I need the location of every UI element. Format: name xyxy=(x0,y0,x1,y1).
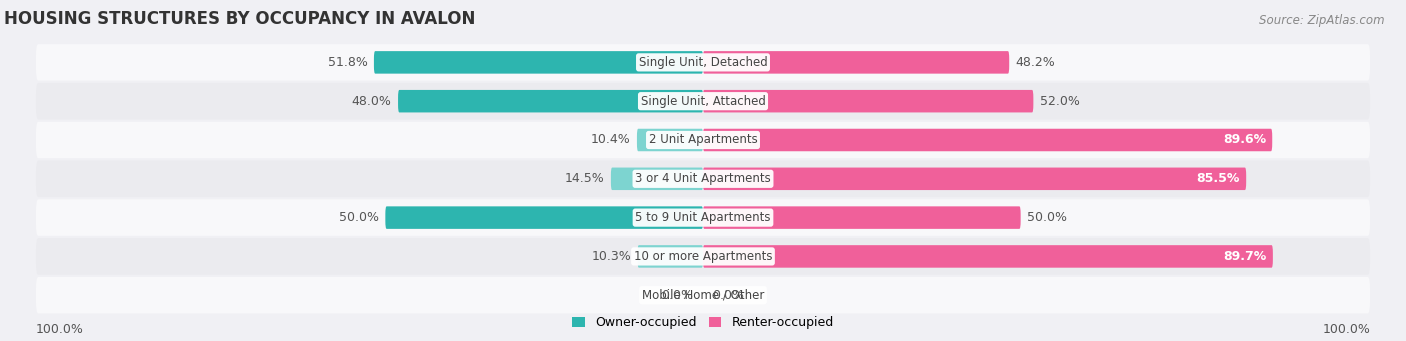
FancyBboxPatch shape xyxy=(703,245,1272,268)
Text: 51.8%: 51.8% xyxy=(328,56,367,69)
Text: 89.7%: 89.7% xyxy=(1223,250,1267,263)
FancyBboxPatch shape xyxy=(37,238,1369,275)
FancyBboxPatch shape xyxy=(37,199,1369,236)
Text: 0.0%: 0.0% xyxy=(661,289,693,302)
FancyBboxPatch shape xyxy=(374,51,703,74)
Text: 5 to 9 Unit Apartments: 5 to 9 Unit Apartments xyxy=(636,211,770,224)
Text: 100.0%: 100.0% xyxy=(1322,323,1369,336)
Text: 48.0%: 48.0% xyxy=(352,95,392,108)
Text: HOUSING STRUCTURES BY OCCUPANCY IN AVALON: HOUSING STRUCTURES BY OCCUPANCY IN AVALO… xyxy=(4,10,475,28)
FancyBboxPatch shape xyxy=(703,129,1272,151)
FancyBboxPatch shape xyxy=(610,167,703,190)
Text: 52.0%: 52.0% xyxy=(1039,95,1080,108)
FancyBboxPatch shape xyxy=(37,44,1369,80)
Text: 3 or 4 Unit Apartments: 3 or 4 Unit Apartments xyxy=(636,172,770,185)
Text: 48.2%: 48.2% xyxy=(1015,56,1056,69)
FancyBboxPatch shape xyxy=(703,51,1010,74)
FancyBboxPatch shape xyxy=(37,122,1369,158)
Text: 100.0%: 100.0% xyxy=(37,323,84,336)
Text: 10.3%: 10.3% xyxy=(592,250,631,263)
FancyBboxPatch shape xyxy=(398,90,703,113)
Text: Single Unit, Attached: Single Unit, Attached xyxy=(641,95,765,108)
FancyBboxPatch shape xyxy=(703,90,1033,113)
Text: 14.5%: 14.5% xyxy=(565,172,605,185)
FancyBboxPatch shape xyxy=(37,161,1369,197)
Text: 50.0%: 50.0% xyxy=(339,211,380,224)
Text: 10.4%: 10.4% xyxy=(591,133,630,147)
Legend: Owner-occupied, Renter-occupied: Owner-occupied, Renter-occupied xyxy=(568,311,838,335)
FancyBboxPatch shape xyxy=(37,83,1369,119)
Text: 2 Unit Apartments: 2 Unit Apartments xyxy=(648,133,758,147)
Text: 50.0%: 50.0% xyxy=(1026,211,1067,224)
Text: Single Unit, Detached: Single Unit, Detached xyxy=(638,56,768,69)
FancyBboxPatch shape xyxy=(385,206,703,229)
Text: Mobile Home / Other: Mobile Home / Other xyxy=(641,289,765,302)
FancyBboxPatch shape xyxy=(703,167,1246,190)
Text: 85.5%: 85.5% xyxy=(1197,172,1240,185)
Text: 89.6%: 89.6% xyxy=(1223,133,1265,147)
Text: 10 or more Apartments: 10 or more Apartments xyxy=(634,250,772,263)
FancyBboxPatch shape xyxy=(637,129,703,151)
FancyBboxPatch shape xyxy=(703,206,1021,229)
Text: Source: ZipAtlas.com: Source: ZipAtlas.com xyxy=(1260,14,1385,27)
FancyBboxPatch shape xyxy=(37,277,1369,313)
Text: 0.0%: 0.0% xyxy=(713,289,745,302)
FancyBboxPatch shape xyxy=(637,245,703,268)
